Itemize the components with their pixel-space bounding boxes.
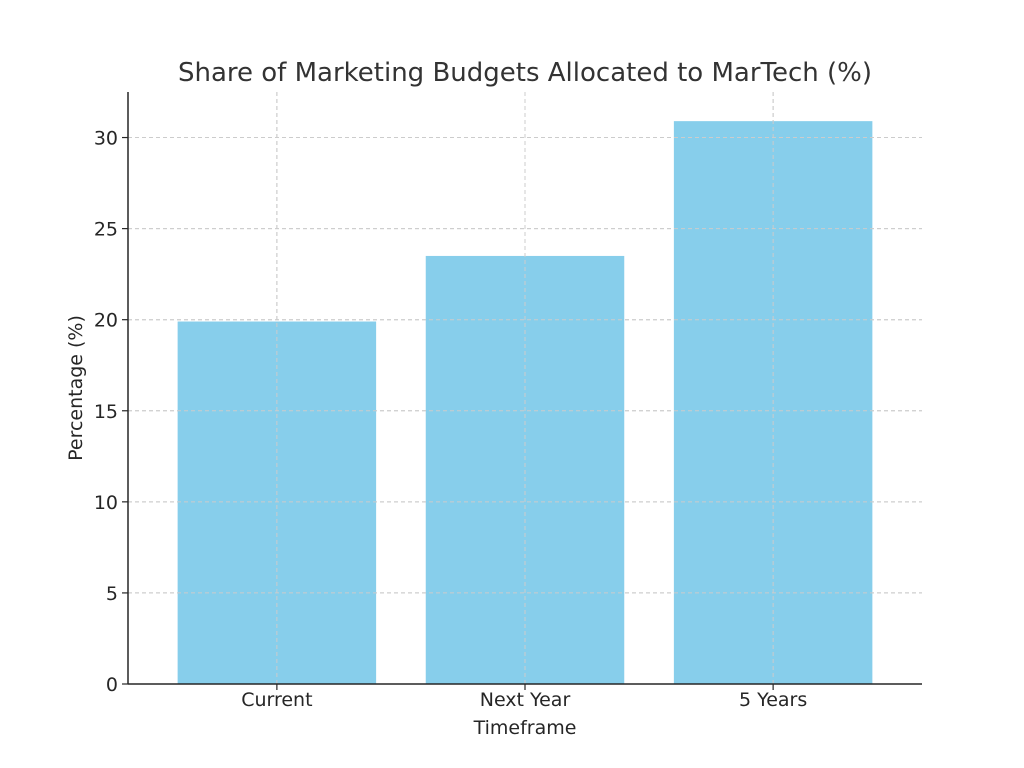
x-tick-label: Current xyxy=(241,689,312,711)
x-axis-title: Timeframe xyxy=(473,717,577,739)
y-tick-label: 10 xyxy=(94,492,118,514)
y-tick-label: 25 xyxy=(94,219,118,241)
chart-title: Share of Marketing Budgets Allocated to … xyxy=(178,58,872,88)
bars xyxy=(128,92,922,685)
y-tick-label: 20 xyxy=(94,310,118,332)
y-axis-title: Percentage (%) xyxy=(65,315,87,461)
y-tick-label: 15 xyxy=(94,401,118,423)
y-tick-label: 30 xyxy=(94,128,118,150)
y-tick-label: 5 xyxy=(106,583,118,605)
y-tick-label: 0 xyxy=(106,674,118,696)
y-axis-ticks: 0 5 10 15 20 25 30 xyxy=(94,128,128,696)
x-axis-ticks: Current Next Year 5 Years xyxy=(241,684,807,711)
x-tick-label: Next Year xyxy=(480,689,571,711)
x-tick-label: 5 Years xyxy=(739,689,807,711)
